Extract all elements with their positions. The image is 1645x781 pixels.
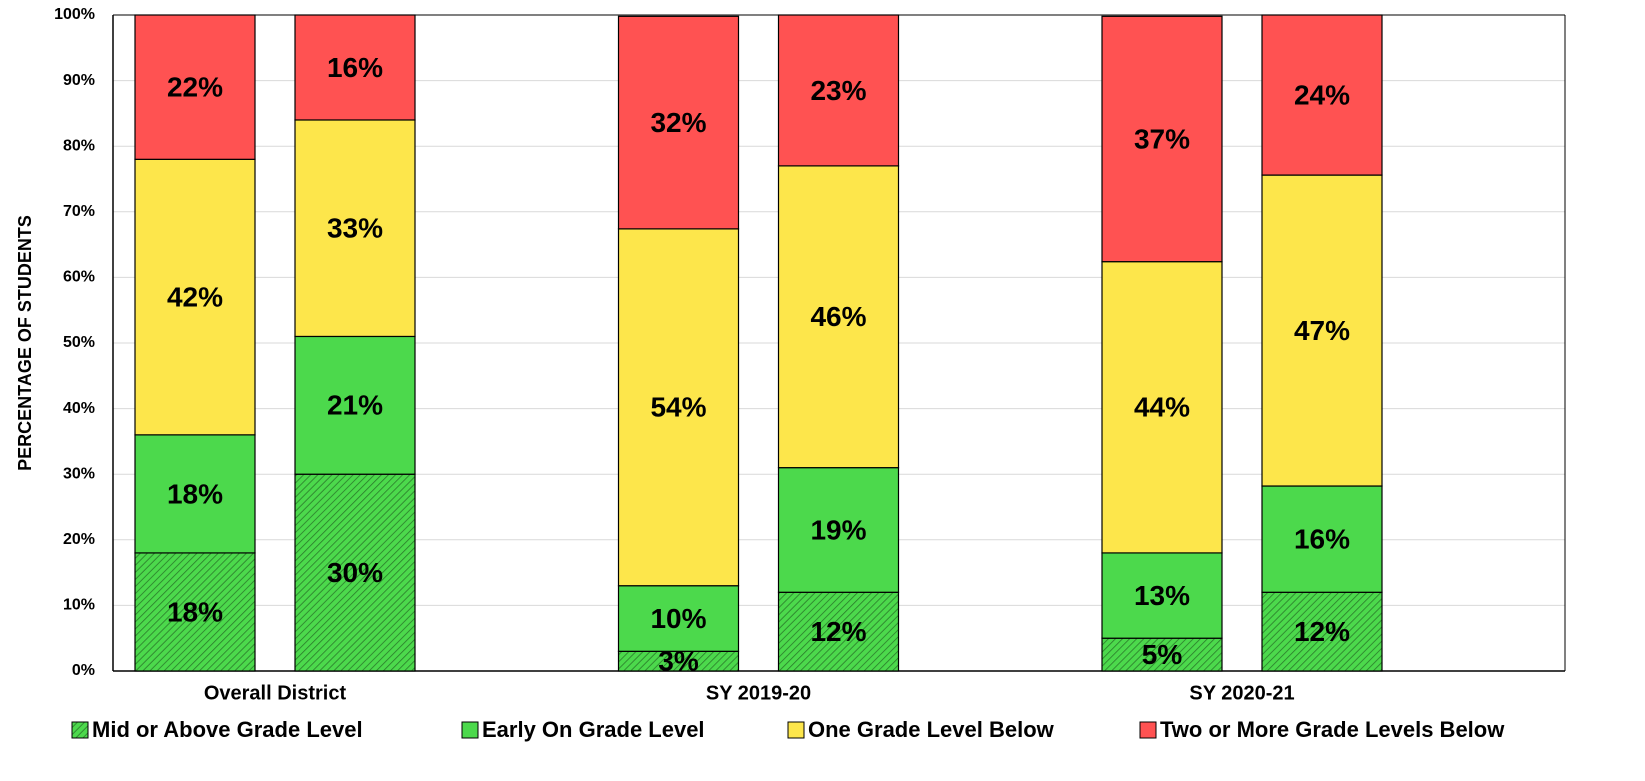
y-tick-label: 80% — [63, 137, 95, 154]
bar-segment — [1261, 14, 1383, 176]
x-tick-label: SY 2020-21 — [1189, 682, 1294, 704]
data-label: 18% — [167, 478, 223, 509]
data-label: 16% — [327, 52, 383, 83]
bar-segment — [777, 591, 900, 672]
data-label: 5% — [1142, 639, 1183, 670]
bar-segment — [617, 15, 740, 230]
x-tick-label: Overall District — [204, 682, 347, 704]
bar-segment — [134, 158, 256, 436]
bar-segment — [1101, 637, 1223, 672]
data-label: 32% — [650, 107, 706, 138]
bar-segment — [777, 165, 900, 469]
data-label: 33% — [327, 213, 383, 244]
data-label: 13% — [1134, 580, 1190, 611]
data-label: 19% — [810, 514, 866, 545]
bar-segment — [1261, 174, 1383, 487]
legend-label: Early On Grade Level — [482, 717, 705, 742]
data-label: 24% — [1294, 79, 1350, 110]
data-label: 22% — [167, 72, 223, 103]
bar-segment — [617, 585, 740, 652]
data-label: 18% — [167, 596, 223, 627]
legend-label: One Grade Level Below — [808, 717, 1055, 742]
y-tick-label: 50% — [63, 334, 95, 351]
y-tick-label: 70% — [63, 203, 95, 220]
data-label: 10% — [650, 603, 706, 634]
data-label: 47% — [1294, 315, 1350, 346]
x-tick-label: SY 2019-20 — [706, 682, 811, 704]
bar-segment — [134, 552, 256, 672]
bar-segment — [1101, 15, 1223, 263]
bar-segment — [294, 14, 416, 121]
legend-marker — [71, 721, 89, 739]
bar-segment — [777, 14, 900, 167]
y-tick-label: 100% — [54, 6, 95, 23]
bar-segment — [1101, 552, 1223, 639]
bar-segment — [1101, 261, 1223, 554]
y-tick-label: 20% — [63, 531, 95, 548]
data-label: 44% — [1134, 392, 1190, 423]
legend-label: Mid or Above Grade Level — [92, 717, 363, 742]
data-label: 21% — [327, 390, 383, 421]
legend-marker — [461, 721, 479, 739]
y-tick-label: 0% — [72, 662, 95, 679]
y-tick-label: 40% — [63, 400, 95, 417]
legend-marker — [1139, 721, 1157, 739]
y-tick-label: 30% — [63, 465, 95, 482]
data-label: 54% — [650, 392, 706, 423]
data-label: 46% — [810, 301, 866, 332]
y-tick-label: 90% — [63, 72, 95, 89]
bar-segment — [1261, 591, 1383, 672]
bar-segment — [617, 228, 740, 587]
data-label: 3% — [658, 646, 699, 677]
legend-label: Two or More Grade Levels Below — [1160, 717, 1505, 742]
y-axis-label: PERCENTAGE OF STUDENTS — [15, 215, 35, 471]
data-label: 42% — [167, 281, 223, 312]
data-label: 23% — [810, 75, 866, 106]
bar-segment — [294, 473, 416, 672]
data-label: 30% — [327, 557, 383, 588]
y-tick-label: 60% — [63, 269, 95, 286]
y-tick-label: 10% — [63, 597, 95, 614]
bar-segment — [294, 335, 416, 475]
data-label: 12% — [1294, 616, 1350, 647]
data-label: 16% — [1294, 524, 1350, 555]
data-label: 37% — [1134, 123, 1190, 154]
bar-segment — [134, 14, 256, 160]
bar-segment — [134, 434, 256, 554]
bar-segment — [1261, 485, 1383, 593]
data-label: 12% — [810, 616, 866, 647]
bar-segment — [777, 467, 900, 593]
legend-marker — [787, 721, 805, 739]
